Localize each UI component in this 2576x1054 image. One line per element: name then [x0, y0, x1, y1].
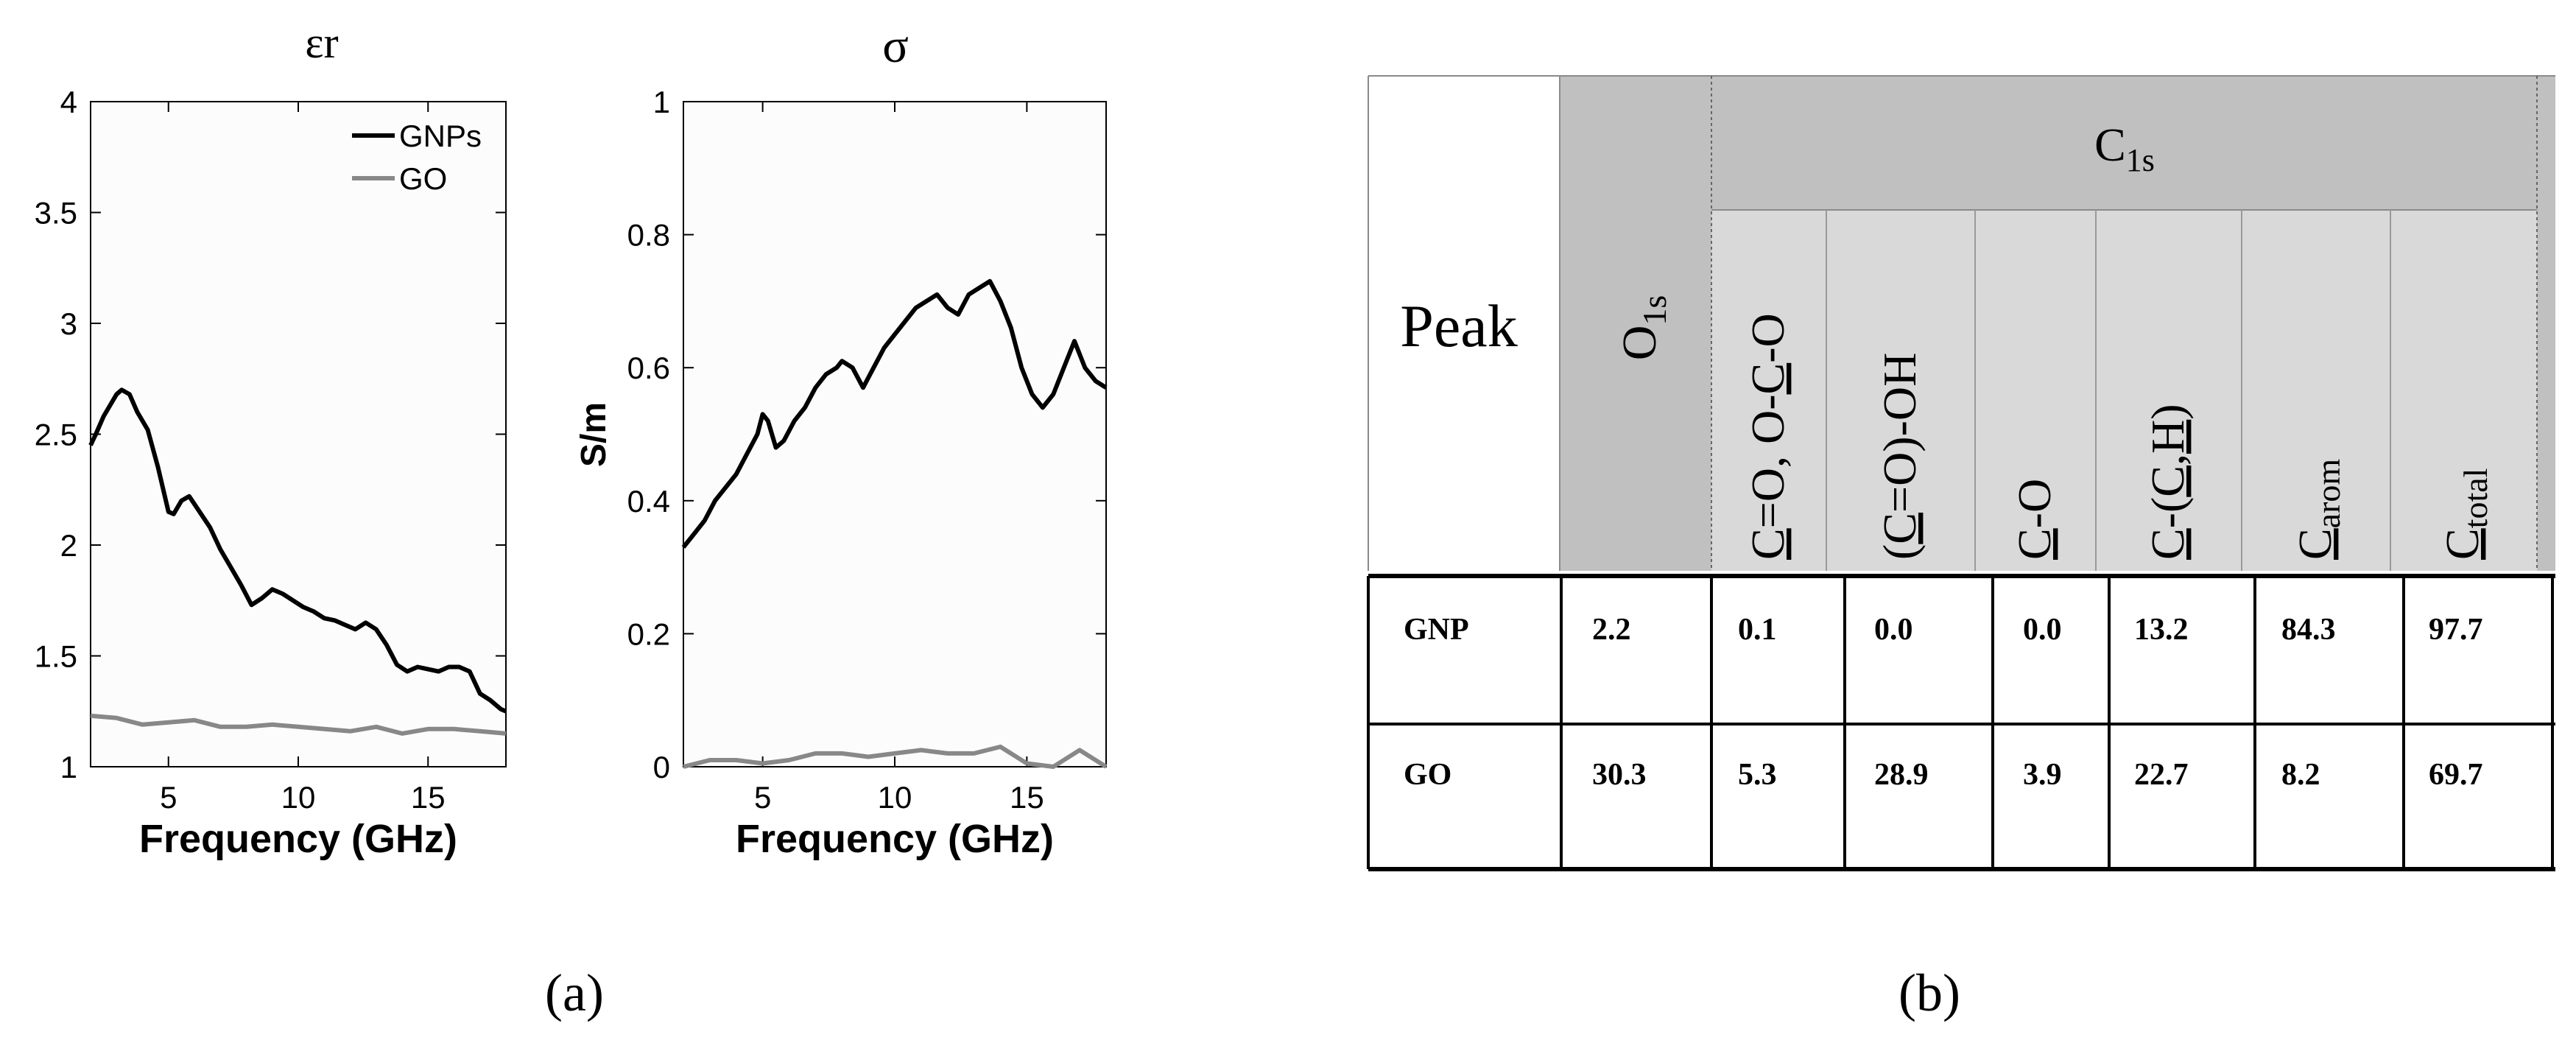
table-cell: 28.9 [1874, 758, 1929, 792]
y-tick-label: 0.4 [627, 484, 670, 519]
x-tick-label: 10 [878, 780, 912, 815]
eps-legend: GNPs GO [352, 119, 482, 196]
sigma-plot-frame [683, 101, 1107, 767]
table-cell: 5.3 [1738, 758, 1777, 792]
eps-x-tick-labels: 5 10 15 [160, 102, 446, 815]
table-cells: GNP 2.2 0.1 0.0 0.0 13.2 84.3 97.7 GO 30.3 5.3 28.9… [1404, 613, 2483, 792]
eps-plot-frame [90, 101, 507, 767]
row-label: GNP [1404, 613, 1469, 647]
x-tick-label: 15 [1010, 780, 1044, 815]
header-bg-peak [1368, 76, 1560, 571]
svg-text:Carom: Carom [2289, 459, 2347, 560]
header-bg-subcols [1711, 210, 2537, 571]
x-tick-label: 15 [411, 780, 446, 815]
legend-label-go: GO [399, 161, 447, 196]
series-line-go [90, 713, 507, 736]
subcolumn-header: C-(C,H) [2142, 404, 2194, 560]
svg-text:Ctotal: Ctotal [2436, 468, 2494, 560]
subcolumn-header: Carom [2289, 459, 2347, 560]
c1s-subcolumn-headers: C=O, O-C-O (C=O)-OH C-O C-(C,H) Carom Ctotal [1742, 313, 2494, 560]
legend-label-gnps: GNPs [399, 119, 482, 153]
table-cell: 97.7 [2429, 613, 2483, 647]
series-line-go [683, 744, 1108, 769]
subcolumn-header: (C=O)-OH [1873, 353, 1926, 560]
table-cell: 0.1 [1738, 613, 1777, 647]
sigma-y-tick-labels: 0 0.2 0.4 0.6 0.8 1 [627, 85, 1106, 784]
table-cell: 30.3 [1592, 758, 1647, 792]
series-line-gnps [681, 278, 1108, 549]
caption-b: (b) [1898, 963, 1960, 1022]
table-cell: 3.9 [2023, 758, 2062, 792]
header-bg-o1s [1560, 76, 1711, 571]
xps-table: Peak O1s C1s C=O, O-C-O (C=O)-OH C-O C-(C,H… [1367, 75, 2555, 871]
sigma-plot: σ 0 0.2 0.4 0.6 0.8 1 5 10 15 Frequency (GHz) S… [574, 19, 1108, 861]
y-tick-label: 0 [653, 750, 670, 784]
y-tick-label: 4 [60, 85, 77, 119]
table-cell: 2.2 [1592, 613, 1631, 647]
sigma-series-lines [681, 278, 1108, 769]
table-cell: 22.7 [2134, 758, 2189, 792]
y-tick-label: 0.6 [627, 351, 670, 385]
sigma-title: σ [882, 19, 909, 73]
subcolumn-header: Ctotal [2436, 468, 2494, 560]
row-label: GO [1404, 758, 1451, 792]
header-bg-c1s [1711, 76, 2537, 210]
svg-text:O1s: O1s [1613, 295, 1673, 361]
eps-y-tick-labels: 1 1.5 2 2.5 3 3.5 4 [35, 85, 506, 784]
table-cell: 69.7 [2429, 758, 2483, 792]
header-bg-right [2537, 76, 2555, 571]
x-tick-label: 10 [281, 780, 316, 815]
svg-text:C-(C,H): C-(C,H) [2142, 404, 2194, 560]
svg-text:C=O, O-C-O: C=O, O-C-O [1742, 313, 1794, 560]
header-c1s: C1s [2094, 119, 2155, 178]
eps-x-axis-title: Frequency (GHz) [139, 817, 457, 861]
sigma-x-axis-title: Frequency (GHz) [736, 817, 1054, 861]
series-line-gnps [88, 387, 507, 714]
header-subcol-rules [1826, 210, 2391, 571]
sigma-y-axis-title: S/m [574, 402, 613, 467]
y-tick-label: 1 [60, 750, 77, 784]
table-cell: 84.3 [2281, 613, 2336, 647]
svg-text:(C=O)-OH: (C=O)-OH [1873, 353, 1926, 560]
header-o1s: O1s [1613, 295, 1673, 361]
y-tick-label: 1 [653, 85, 670, 119]
subcolumn-header: C=O, O-C-O [1742, 313, 1794, 560]
y-tick-label: 0.8 [627, 218, 670, 253]
y-tick-label: 3.5 [35, 196, 77, 231]
y-tick-label: 1.5 [35, 639, 77, 674]
y-tick-label: 0.2 [627, 616, 670, 651]
table-body-grid [1367, 574, 2555, 871]
subcolumn-header: C-O [2008, 479, 2061, 560]
table-cell: 8.2 [2281, 758, 2320, 792]
caption-a: (a) [545, 963, 604, 1022]
header-peak: Peak [1400, 292, 1517, 359]
table-cell: 13.2 [2134, 613, 2189, 647]
table-cell: 0.0 [2023, 613, 2062, 647]
eps-plot: εr 1 1.5 2 2.5 3 3.5 4 5 10 15 Frequency (GHz) G… [35, 18, 507, 861]
table-cell: 0.0 [1874, 613, 1913, 647]
sigma-x-tick-labels: 5 10 15 [754, 102, 1044, 815]
svg-text:C-O: C-O [2008, 479, 2061, 560]
svg-text:C1s: C1s [2094, 119, 2155, 178]
y-tick-label: 2 [60, 528, 77, 563]
x-tick-label: 5 [754, 780, 771, 815]
y-tick-label: 3 [60, 306, 77, 341]
x-tick-label: 5 [160, 780, 177, 815]
y-tick-label: 2.5 [35, 418, 77, 452]
eps-title: εr [305, 18, 338, 67]
eps-series-lines [88, 387, 507, 736]
